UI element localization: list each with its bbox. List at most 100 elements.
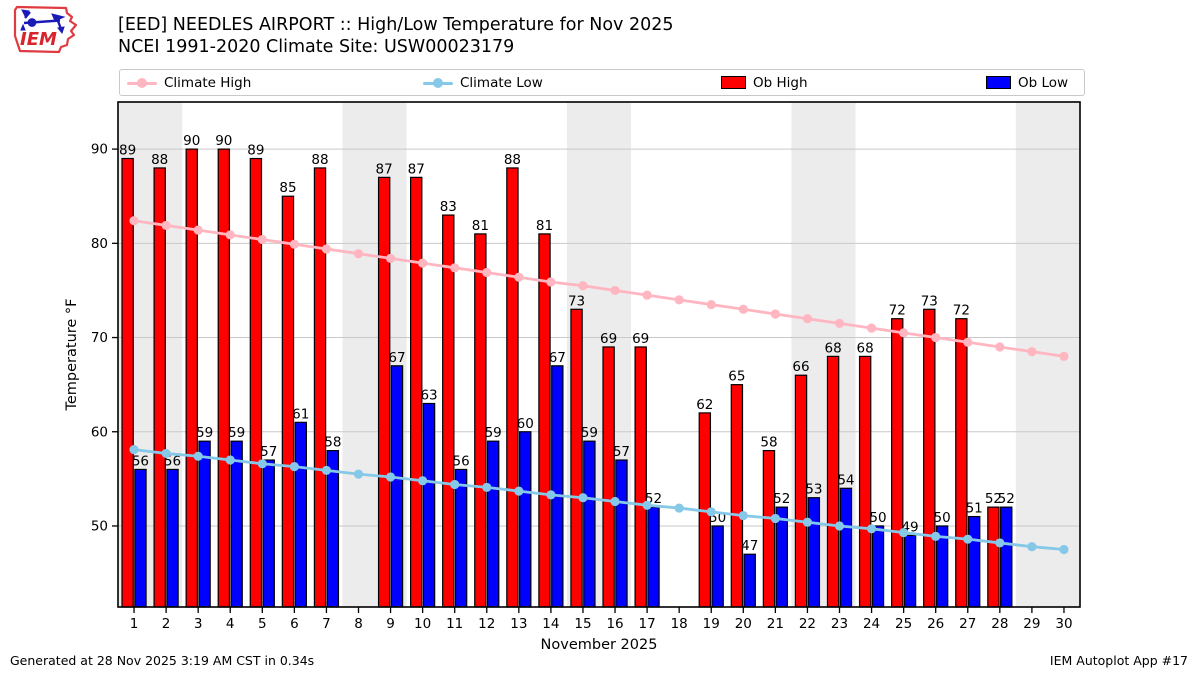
ob-low-bar xyxy=(454,468,468,608)
svg-text:52: 52 xyxy=(998,491,1015,507)
svg-text:1: 1 xyxy=(130,616,139,632)
svg-text:2: 2 xyxy=(162,616,171,632)
gridlines xyxy=(118,148,1080,527)
svg-text:24: 24 xyxy=(863,616,880,632)
svg-text:10: 10 xyxy=(414,616,431,632)
ob-high-bar xyxy=(442,214,455,608)
ob-high-bar xyxy=(185,148,198,608)
svg-text:23: 23 xyxy=(831,616,848,632)
ob-high-bar xyxy=(955,318,968,608)
ob-low-bar xyxy=(967,515,981,608)
svg-text:85: 85 xyxy=(279,180,296,196)
plot-frame xyxy=(117,101,1081,608)
svg-text:25: 25 xyxy=(895,616,912,632)
ob-high-bar xyxy=(987,506,1000,608)
ob-low-bar xyxy=(166,468,179,608)
ob-high-bar xyxy=(570,308,583,608)
svg-text:73: 73 xyxy=(568,293,585,309)
svg-text:59: 59 xyxy=(581,425,598,441)
svg-text:60: 60 xyxy=(517,416,534,432)
ob-high-bar xyxy=(474,233,487,608)
svg-text:15: 15 xyxy=(574,616,591,632)
svg-text:9: 9 xyxy=(386,616,395,632)
svg-text:50: 50 xyxy=(934,510,951,526)
svg-text:16: 16 xyxy=(606,616,623,632)
chart-legend: Climate High Climate Low Ob High Ob Low xyxy=(119,69,1085,96)
svg-text:52: 52 xyxy=(985,491,1002,507)
svg-text:63: 63 xyxy=(420,387,437,403)
ob-high-bar xyxy=(249,157,263,608)
ob-low-bar xyxy=(839,487,853,608)
weather-vane-icon xyxy=(20,9,66,35)
ob-low-bar xyxy=(1000,506,1013,608)
svg-text:29: 29 xyxy=(1023,616,1040,632)
svg-text:6: 6 xyxy=(290,616,299,632)
svg-text:89: 89 xyxy=(119,143,136,159)
ob-high-bar xyxy=(217,148,231,608)
ob-high-bar xyxy=(730,384,744,608)
ob-low-bar xyxy=(743,553,756,608)
svg-text:81: 81 xyxy=(472,218,489,234)
svg-text:88: 88 xyxy=(504,152,521,168)
svg-text:80: 80 xyxy=(91,236,108,252)
y-axis: 50 60 70 80 90 xyxy=(91,142,118,534)
ob-low-bar xyxy=(615,459,628,608)
ob-low-bar xyxy=(486,440,500,608)
svg-text:89: 89 xyxy=(247,143,264,159)
ob-low-bar xyxy=(390,365,404,608)
svg-text:57: 57 xyxy=(260,444,277,460)
ob-low-bar xyxy=(294,421,307,608)
svg-text:90: 90 xyxy=(215,133,232,149)
ob-low-bar xyxy=(807,497,821,608)
svg-text:50: 50 xyxy=(91,518,108,534)
svg-text:69: 69 xyxy=(600,331,617,347)
ob-high-bar xyxy=(923,308,936,608)
chart-subtitle: NCEI 1991-2020 Climate Site: USW00023179 xyxy=(118,37,515,57)
svg-text:28: 28 xyxy=(991,616,1008,632)
svg-text:56: 56 xyxy=(453,453,470,469)
iem-logo-text: IEM xyxy=(20,29,57,50)
svg-text:47: 47 xyxy=(741,538,758,554)
ob-low-bar xyxy=(551,365,564,608)
svg-text:56: 56 xyxy=(132,453,149,469)
ob-low-bar xyxy=(583,440,596,608)
svg-text:72: 72 xyxy=(953,303,970,319)
svg-text:88: 88 xyxy=(151,152,168,168)
ob-low-bar xyxy=(903,534,917,608)
legend-item-climate-low: Climate Low xyxy=(423,70,543,95)
svg-text:11: 11 xyxy=(446,616,463,632)
ob-high-bar xyxy=(602,346,615,608)
ob-high-bar xyxy=(762,450,776,608)
x-axis-title: November 2025 xyxy=(541,637,658,653)
ob-low-swatch-icon xyxy=(986,76,1011,89)
svg-text:19: 19 xyxy=(703,616,720,632)
legend-item-ob-high: Ob High xyxy=(721,70,808,95)
svg-text:50: 50 xyxy=(869,510,886,526)
legend-label-ob-low: Ob Low xyxy=(1018,74,1069,91)
svg-text:90: 90 xyxy=(91,142,108,158)
svg-text:60: 60 xyxy=(91,424,108,440)
ob-low-bar xyxy=(711,525,724,608)
ob-high-bar xyxy=(634,346,647,608)
legend-label-climate-high: Climate High xyxy=(164,74,252,91)
observed-bars xyxy=(121,148,1013,608)
weekend-shading xyxy=(118,102,1080,607)
svg-text:87: 87 xyxy=(376,161,393,177)
bar-value-labels: 8956885690599059895785618858876787638356… xyxy=(119,133,1015,554)
svg-text:61: 61 xyxy=(292,406,309,422)
autoplot-app-label: IEM Autoplot App #17 xyxy=(1049,653,1188,668)
svg-text:51: 51 xyxy=(966,501,983,517)
y-axis-title: Temperature °F xyxy=(64,298,80,411)
legend-label-climate-low: Climate Low xyxy=(460,74,543,91)
ob-low-bar xyxy=(230,440,243,608)
ob-high-bar xyxy=(121,157,134,608)
climate-high-line xyxy=(129,216,1069,361)
x-axis: 1 2 3 4 5 6 7 8 9 10 11 12 13 14 15 16 17 18 19 20 21 22 23 24 2… xyxy=(130,607,1073,632)
svg-text:20: 20 xyxy=(735,616,752,632)
chart-title: [EED] NEEDLES AIRPORT :: High/Low Temper… xyxy=(118,15,674,35)
ob-high-swatch-icon xyxy=(721,76,746,89)
climate-low-line-icon xyxy=(423,77,453,89)
legend-label-ob-high: Ob High xyxy=(753,74,808,91)
svg-text:58: 58 xyxy=(324,435,341,451)
